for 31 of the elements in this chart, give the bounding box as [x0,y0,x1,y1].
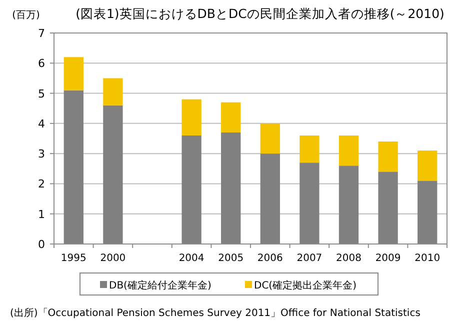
y-axis-title: (百万) [12,10,40,21]
x-tick-label: 2010 [414,253,440,264]
y-tick-label: 7 [38,27,45,40]
bar [260,123,280,154]
legend-label: DC(確定拠出企業年金) [254,280,357,292]
text: (出所)「Occupational Pension Schemes Survey 2011」Office for National Statistics [10,307,420,319]
y-tick-label: 0 [38,238,45,251]
x-tick-label: 2000 [100,253,126,264]
bar [64,57,84,90]
bar [182,99,202,136]
bar [338,135,359,166]
y-tick-label: 2 [38,178,45,191]
y-tick-label: 6 [38,57,45,70]
x-tick-label: 2008 [336,253,362,264]
legend-label: DB(確定給付企業年金) [109,280,212,292]
bar [418,150,438,181]
bar [221,102,241,132]
x-tick-label: 1995 [60,253,86,264]
bar [103,78,123,106]
bar [378,142,398,172]
x-tick-label: 2005 [218,253,244,264]
y-tick-label: 3 [38,148,45,161]
y-tick-label: 4 [38,117,45,130]
y-tick-label: 1 [38,208,45,221]
x-tick-label: 2007 [296,253,322,264]
bar [300,135,320,163]
chart-title: (図表1)英国におけるDBとDCの民間企業加入者の推移(～2010) [76,6,444,21]
x-tick-label: 2006 [257,253,283,264]
y-tick-label: 5 [38,87,45,100]
x-tick-label: 2004 [178,253,204,264]
x-tick-label: 2009 [375,253,401,264]
